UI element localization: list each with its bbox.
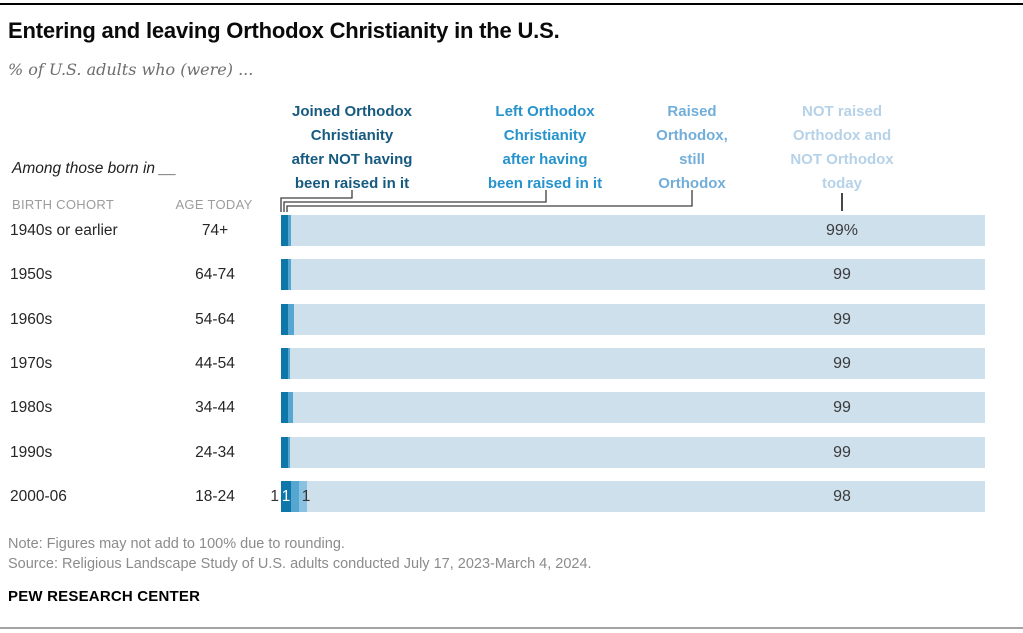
column-header-still: Raised Orthodox, still Orthodox <box>634 100 750 196</box>
column-header-line: still <box>679 151 705 168</box>
bar-value-label: 99% <box>825 222 859 239</box>
bar-segment-left <box>288 347 290 379</box>
bottom-rule <box>0 627 1023 629</box>
column-header-line: Orthodox, <box>656 127 728 144</box>
stacked-bar <box>281 303 985 335</box>
birth-cohort-label: 1940s or earlier <box>10 222 118 239</box>
column-header-line: after having <box>502 151 588 168</box>
bar-segment-joined <box>281 215 288 246</box>
bar-segment-not-orthodox <box>290 436 985 468</box>
birth-cohort-label: 1990s <box>10 443 53 461</box>
stacked-bar <box>281 259 985 291</box>
segment-value-label-joined: 1 <box>270 487 279 505</box>
note-text: Note: Figures may not add to 100% due to… <box>8 536 345 552</box>
table-row: 1970s 44-54 99 <box>0 347 1023 379</box>
bar-value-label: 99 <box>833 354 851 372</box>
column-header-line: Joined Orthodox <box>292 103 412 120</box>
column-header-line: today <box>821 175 862 192</box>
bar-segment-not-orthodox <box>290 347 985 379</box>
bar-segment-left <box>288 436 290 468</box>
age-today-label: 44-54 <box>195 354 235 372</box>
pew-research-center-brand: PEW RESEARCH CENTER <box>8 588 201 605</box>
column-header-line: Left Orthodox <box>495 103 595 120</box>
column-header-line: NOT Orthodox <box>790 151 894 168</box>
bar-segment-not-orthodox <box>291 215 985 246</box>
stacked-bar <box>281 436 985 468</box>
birth-cohort-label: 1970s <box>10 354 53 372</box>
column-header-line: Christianity <box>503 127 587 144</box>
column-header-not: NOT raised Orthodox and NOT Orthodox today <box>762 100 922 196</box>
age-today-label: 34-44 <box>195 399 235 417</box>
age-today-label: 24-34 <box>195 443 235 461</box>
column-header-line: been raised in it <box>487 175 603 192</box>
column-header-line: been raised in it <box>294 175 410 192</box>
bar-segment-not-orthodox <box>291 259 985 291</box>
birth-cohort-label: 1980s <box>10 399 53 417</box>
top-rule <box>0 3 1023 5</box>
chart-subtitle: % of U.S. adults who (were) ... <box>8 60 254 79</box>
bar-segment-joined <box>281 480 291 512</box>
age-today-label: 64-74 <box>195 266 235 284</box>
age-today-label: 54-64 <box>195 310 235 328</box>
bar-value-label: 98 <box>833 487 851 505</box>
bar-segment-joined <box>281 392 288 424</box>
birth-cohort-label: 1950s <box>10 266 53 284</box>
column-header-line: Orthodox and <box>792 127 892 144</box>
bar-value-label: 99 <box>833 399 851 417</box>
table-row: 1980s 34-44 99 <box>0 392 1023 424</box>
column-header-line: Christianity <box>310 127 394 144</box>
column-header-joined: Joined Orthodox Christianity after NOT hav… <box>266 100 438 196</box>
bar-segment-not-orthodox <box>307 480 985 512</box>
bar-segment-joined <box>281 347 288 379</box>
segment-value-label-left: 1 <box>281 487 291 505</box>
table-row: 1940s or earlier 74+ 99% <box>0 215 1023 246</box>
birth-cohort-column-header: BIRTH COHORT <box>12 197 115 212</box>
age-today-label: 74+ <box>201 222 229 239</box>
among-born-label: Among those born in __ <box>12 160 177 177</box>
column-header-line: Raised <box>667 103 717 120</box>
bar-segment-joined <box>281 303 288 335</box>
bar-segment-joined <box>281 436 288 468</box>
bar-value-label: 99 <box>833 443 851 461</box>
bar-value-label: 99 <box>833 310 851 328</box>
age-today-label: 18-24 <box>195 487 235 505</box>
bar-segment-joined <box>281 259 288 291</box>
column-header-line: Orthodox <box>658 175 726 192</box>
segment-value-label-still: 1 <box>301 487 311 505</box>
bar-segment-not-orthodox <box>294 303 985 335</box>
bar-segment-left <box>288 259 291 291</box>
age-today-column-header: AGE TODAY <box>175 197 253 212</box>
stacked-bar <box>281 480 985 512</box>
birth-cohort-label: 2000-06 <box>10 487 67 505</box>
table-row: 1960s 54-64 99 <box>0 303 1023 335</box>
table-row: 1990s 24-34 99 <box>0 436 1023 468</box>
bar-segment-left <box>288 392 293 424</box>
column-header-left: Left Orthodox Christianity after having bee… <box>459 100 631 196</box>
table-row: 2000-06 18-24 98 1 1 1 <box>0 480 1023 512</box>
bar-segment-not-orthodox <box>293 392 985 424</box>
stacked-bar <box>281 392 985 424</box>
stacked-bar <box>281 347 985 379</box>
bar-segment-left <box>288 215 291 246</box>
stacked-bar <box>281 215 985 246</box>
column-header-line: after NOT having <box>291 151 413 168</box>
column-header-line: NOT raised <box>801 103 883 120</box>
page-title: Entering and leaving Orthodox Christiani… <box>8 18 560 43</box>
table-row: 1950s 64-74 99 <box>0 259 1023 291</box>
bar-segment-left <box>288 303 294 335</box>
source-text: Source: Religious Landscape Study of U.S… <box>8 556 592 572</box>
birth-cohort-label: 1960s <box>10 310 53 328</box>
bar-segment-left <box>291 480 299 512</box>
bar-segment-still <box>299 480 307 512</box>
bar-value-label: 99 <box>833 266 851 284</box>
